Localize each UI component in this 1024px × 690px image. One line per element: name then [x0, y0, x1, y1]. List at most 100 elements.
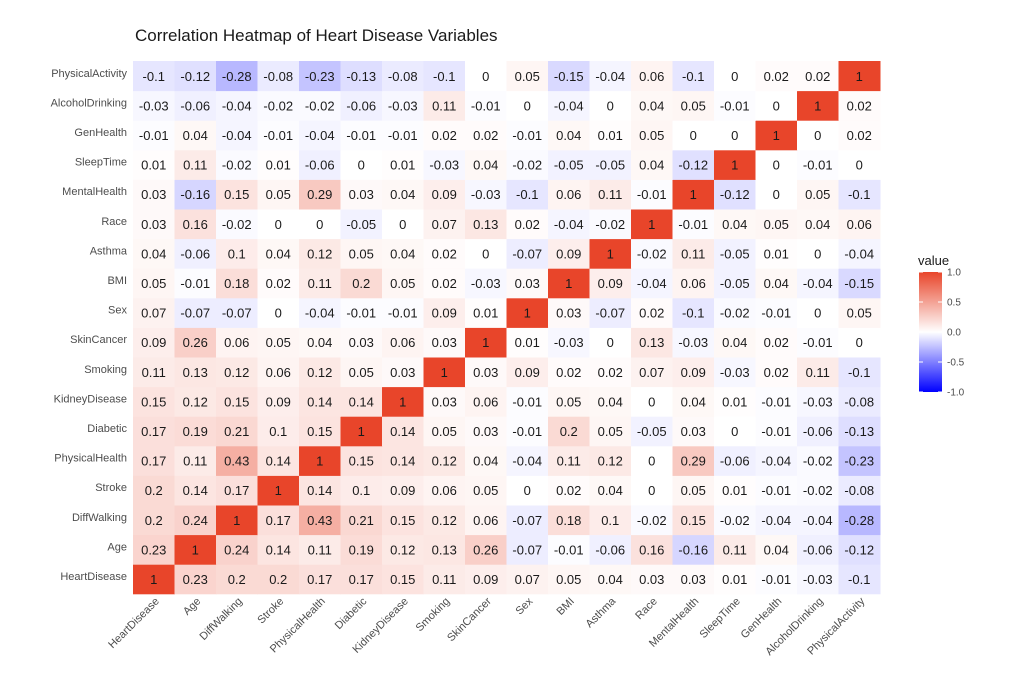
heatmap-cell-Sex-Diabetic — [340, 297, 383, 328]
cell-value-label: -0.1 — [848, 365, 870, 380]
heatmap-cell-BMI-PhysicalHealth — [299, 268, 341, 299]
cell-value-label: -0.01 — [803, 335, 833, 350]
cell-value-label: 0.12 — [390, 542, 415, 557]
heatmap-cell-Smoking-GenHealth — [755, 357, 798, 388]
cell-value-label: -0.01 — [346, 306, 376, 321]
heatmap-cell-AlcoholDrinking-PhysicalHealth — [299, 90, 341, 121]
heatmap-cell-Smoking-Stroke — [257, 357, 300, 388]
heatmap-cell-Stroke-Stroke — [257, 475, 300, 506]
cell-value-label: -0.01 — [720, 98, 750, 113]
cell-value-label: 0.01 — [473, 306, 498, 321]
heatmap-cell-MentalHealth-Race — [631, 179, 673, 210]
heatmap-cell-DiffWalking-AlcoholDrinking — [797, 505, 839, 536]
cell-value-label: 0.12 — [432, 454, 457, 469]
cell-value-label: -0.02 — [637, 513, 667, 528]
heatmap-cell-Diabetic-KidneyDisease — [382, 416, 424, 447]
y-tick-Asthma: Asthma — [90, 245, 128, 257]
cell-value-label: 0.12 — [183, 394, 208, 409]
cell-value-label: -0.08 — [844, 394, 874, 409]
cell-value-label: 0 — [773, 187, 780, 202]
cell-value-label: 0.11 — [557, 454, 581, 469]
cell-value-label: 0 — [358, 158, 365, 173]
heatmap-cell-HeartDisease-KidneyDisease — [382, 564, 424, 595]
heatmap-cell-Age-MentalHealth — [672, 534, 715, 565]
heatmap-cell-KidneyDisease-PhysicalHealth — [299, 386, 341, 417]
cell-value-label: 0 — [814, 306, 821, 321]
cell-value-label: 0.02 — [556, 483, 581, 498]
cell-value-label: 0.03 — [681, 424, 706, 439]
heatmap-cell-GenHealth-Asthma — [589, 120, 632, 151]
heatmap-cell-SkinCancer-SkinCancer — [465, 327, 507, 358]
heatmap-cell-Age-HeartDisease — [133, 534, 175, 565]
heatmap-cell-PhysicalActivity-KidneyDisease — [382, 61, 424, 92]
cell-value-label: 0.14 — [266, 454, 291, 469]
cell-value-label: 1 — [524, 306, 531, 321]
heatmap-cell-DiffWalking-PhysicalActivity — [838, 505, 881, 536]
cell-value-label: 0.04 — [764, 542, 789, 557]
cell-value-label: 1 — [731, 158, 738, 173]
heatmap-cell-Asthma-SkinCancer — [465, 238, 507, 269]
heatmap-cell-Race-DiffWalking — [216, 209, 258, 240]
heatmap-cell-Asthma-Age — [174, 238, 217, 269]
heatmap-cell-MentalHealth-PhysicalHealth — [299, 179, 341, 210]
heatmap-cell-HeartDisease-Stroke — [257, 564, 300, 595]
cell-value-label: -0.08 — [263, 69, 293, 84]
cell-value-label: 0.43 — [307, 513, 332, 528]
heatmap-cell-PhysicalActivity-Smoking — [423, 61, 466, 92]
cell-value-label: -0.02 — [263, 98, 293, 113]
cell-value-label: 0.03 — [639, 572, 664, 587]
heatmap-cell-Race-Smoking — [423, 209, 466, 240]
cell-value-label: -0.01 — [388, 306, 418, 321]
heatmap-cell-Stroke-PhysicalActivity — [838, 475, 881, 506]
heatmap-cell-HeartDisease-DiffWalking — [216, 564, 258, 595]
heatmap-cell-BMI-KidneyDisease — [382, 268, 424, 299]
cell-value-label: -0.15 — [844, 276, 874, 291]
cell-value-label: -0.01 — [512, 394, 542, 409]
cell-value-label: 1 — [814, 98, 821, 113]
cell-value-label: -0.04 — [222, 128, 252, 143]
cell-value-label: 0.1 — [228, 246, 246, 261]
cell-value-label: 0.05 — [349, 246, 374, 261]
heatmap-cell-BMI-AlcoholDrinking — [797, 268, 839, 299]
y-tick-PhysicalActivity: PhysicalActivity — [51, 68, 127, 80]
heatmap-cell-Asthma-PhysicalActivity — [838, 238, 881, 269]
heatmap-cell-Age-Asthma — [589, 534, 632, 565]
cell-value-label: -0.01 — [512, 424, 542, 439]
heatmap-cell-GenHealth-MentalHealth — [672, 120, 715, 151]
heatmap-cell-Smoking-Age — [174, 357, 217, 388]
heatmap-cell-Diabetic-GenHealth — [755, 416, 798, 447]
cell-value-label: 0.12 — [598, 454, 623, 469]
heatmap-cell-PhysicalHealth-Smoking — [423, 445, 466, 476]
heatmap-cell-Smoking-HeartDisease — [133, 357, 175, 388]
cell-value-label: 0.18 — [224, 276, 249, 291]
heatmap-cell-GenHealth-PhysicalActivity — [838, 120, 881, 151]
y-tick-Race: Race — [101, 216, 127, 228]
heatmap-cell-HeartDisease-Smoking — [423, 564, 466, 595]
cell-value-label: 1 — [358, 424, 365, 439]
cell-value-label: 0.16 — [639, 542, 664, 557]
heatmap-cell-Smoking-Sex — [506, 357, 549, 388]
heatmap-cell-Stroke-HeartDisease — [133, 475, 175, 506]
cell-value-label: 0.01 — [722, 394, 747, 409]
heatmap-cell-MentalHealth-Smoking — [423, 179, 466, 210]
cell-value-label: 0.05 — [266, 187, 291, 202]
cell-value-label: 0.06 — [266, 365, 291, 380]
y-tick-AlcoholDrinking: AlcoholDrinking — [51, 97, 127, 109]
y-tick-SleepTime: SleepTime — [75, 157, 127, 169]
heatmap-cell-PhysicalActivity-BMI — [548, 61, 590, 92]
x-tick-DiffWalking: DiffWalking — [197, 595, 244, 642]
cell-value-label: 0.26 — [183, 335, 208, 350]
cell-value-label: -0.02 — [305, 98, 335, 113]
cell-value-label: -0.23 — [844, 454, 874, 469]
heatmap-cell-Sex-KidneyDisease — [382, 297, 424, 328]
cell-value-label: -0.04 — [761, 454, 791, 469]
cell-value-label: -0.01 — [554, 542, 584, 557]
cell-value-label: 0.13 — [639, 335, 664, 350]
cell-value-label: 0.09 — [515, 365, 540, 380]
heatmap-cell-GenHealth-BMI — [548, 120, 590, 151]
cell-value-label: 0.02 — [764, 335, 789, 350]
heatmap-cell-Sex-GenHealth — [755, 297, 798, 328]
cell-value-label: 0.02 — [764, 365, 789, 380]
cell-value-label: 0.29 — [307, 187, 332, 202]
cell-value-label: 0.04 — [722, 217, 747, 232]
